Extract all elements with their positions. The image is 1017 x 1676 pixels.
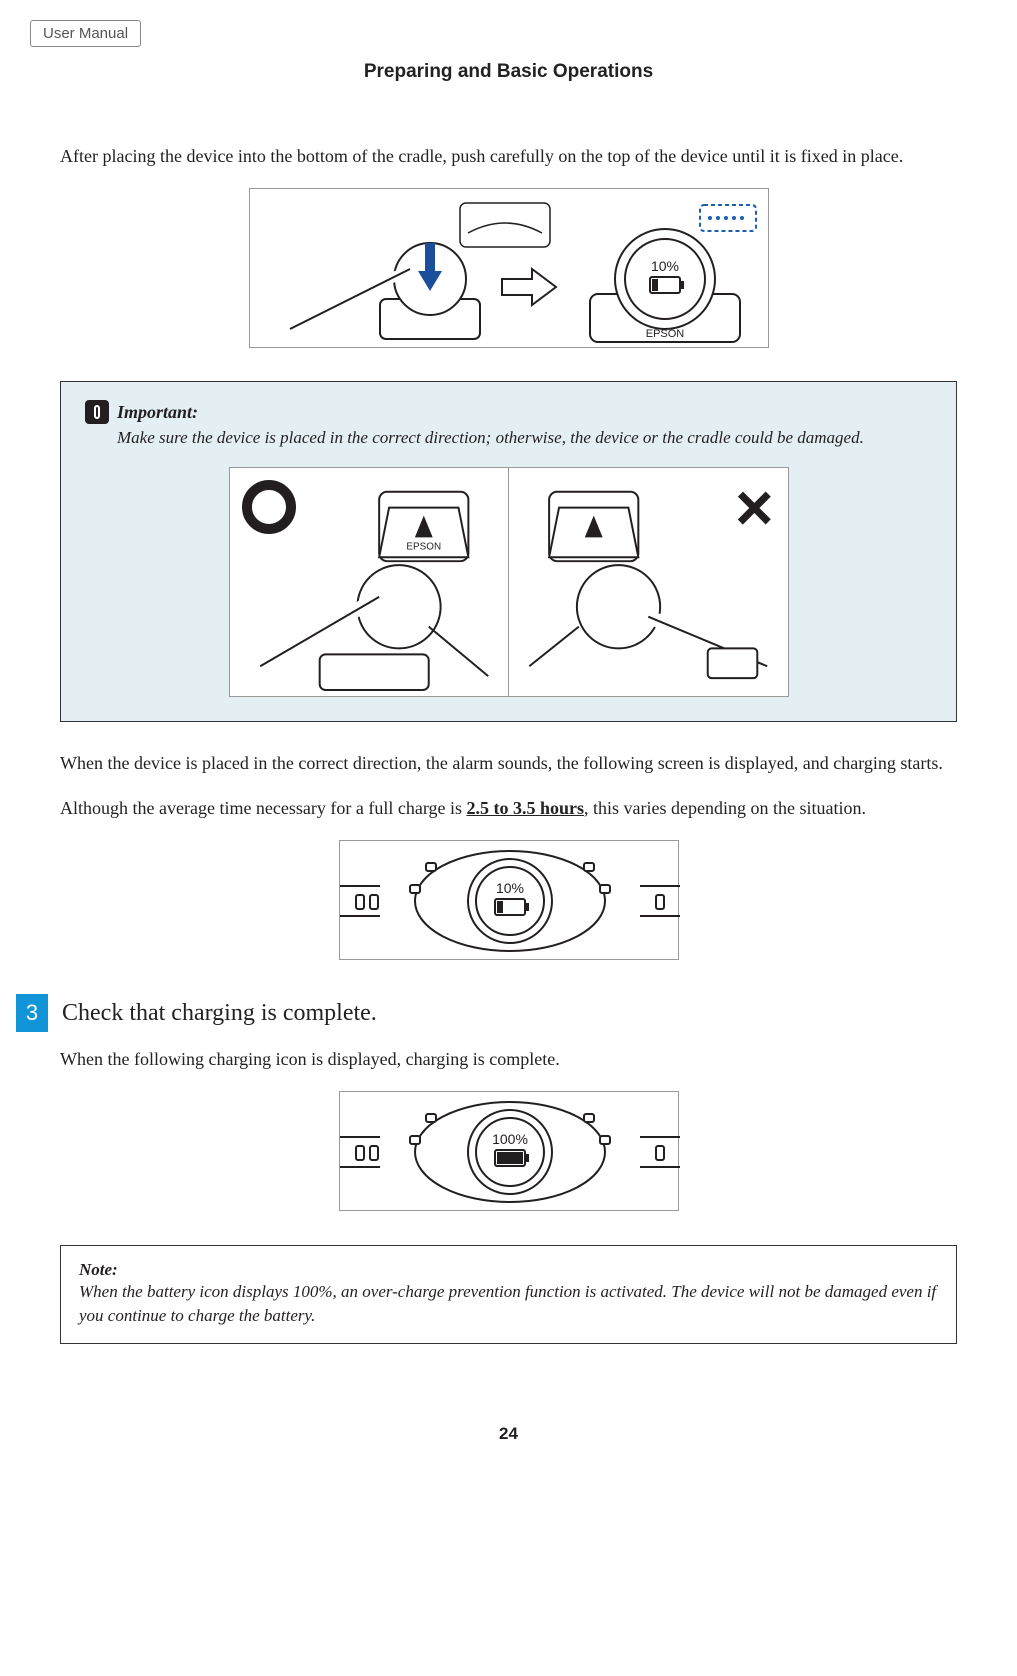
figure-charging-100: 100% — [60, 1091, 957, 1217]
svg-text:10%: 10% — [495, 880, 523, 896]
figure-charging-10: 10% — [60, 840, 957, 966]
charge-time-pre: Although the average time necessary for … — [60, 798, 467, 818]
important-text: Make sure the device is placed in the co… — [117, 426, 932, 451]
figure-cradle-insert: 10% EPSON — [60, 188, 957, 353]
page-number: 24 — [0, 1424, 1017, 1444]
paragraph-place-device: After placing the device into the bottom… — [60, 143, 957, 170]
important-icon — [85, 400, 109, 424]
svg-text:100%: 100% — [492, 1131, 528, 1147]
step-number-badge: 3 — [16, 994, 48, 1032]
charge-time-value: 2.5 to 3.5 hours — [467, 798, 585, 818]
battery-percent-label: 10% — [650, 258, 678, 274]
figure-correct-incorrect: EPSON × — [229, 467, 789, 697]
svg-text:EPSON: EPSON — [645, 328, 684, 340]
paragraph-charge-time: Although the average time necessary for … — [60, 795, 957, 822]
step-title: Check that charging is complete. — [62, 1000, 377, 1027]
svg-text:EPSON: EPSON — [406, 541, 441, 552]
paragraph-charging-complete: When the following charging icon is disp… — [60, 1046, 957, 1073]
charge-time-post: , this varies depending on the situation… — [584, 798, 866, 818]
note-box: Note: When the battery icon displays 100… — [60, 1245, 957, 1344]
section-title: Preparing and Basic Operations — [0, 61, 1017, 83]
important-label: Important: — [117, 402, 198, 423]
incorrect-mark-icon: × — [735, 474, 774, 540]
note-text: When the battery icon displays 100%, an … — [79, 1280, 938, 1329]
note-label: Note: — [79, 1260, 938, 1280]
paragraph-charging-starts: When the device is placed in the correct… — [60, 750, 957, 777]
correct-mark-icon — [242, 480, 296, 534]
header-tab: User Manual — [30, 20, 141, 47]
important-box: Important: Make sure the device is place… — [60, 381, 957, 722]
